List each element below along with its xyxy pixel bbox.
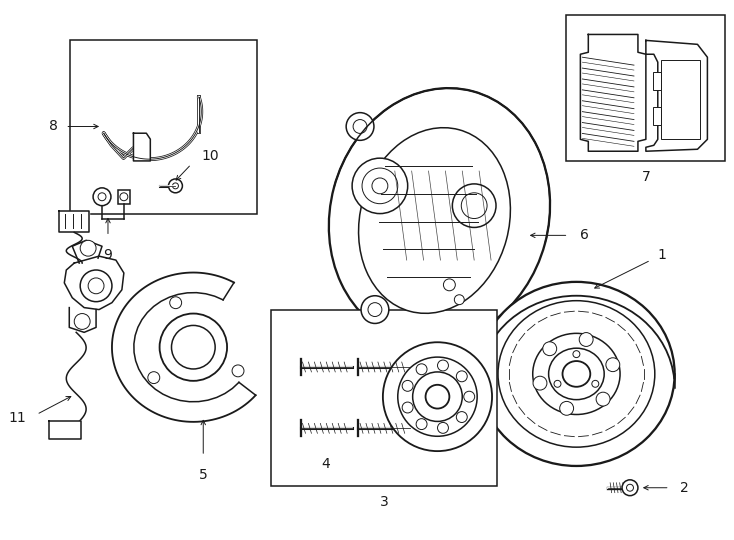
Circle shape <box>554 380 561 387</box>
Circle shape <box>592 380 599 387</box>
Circle shape <box>452 184 496 227</box>
Ellipse shape <box>359 127 510 313</box>
Ellipse shape <box>498 301 655 447</box>
Circle shape <box>416 418 427 429</box>
Ellipse shape <box>533 333 620 415</box>
Circle shape <box>437 360 448 371</box>
Circle shape <box>172 326 215 369</box>
Circle shape <box>464 392 475 402</box>
Text: 11: 11 <box>9 411 26 426</box>
Circle shape <box>533 376 547 390</box>
Circle shape <box>457 371 468 382</box>
Polygon shape <box>646 40 708 151</box>
Text: 7: 7 <box>642 170 650 184</box>
Circle shape <box>352 158 407 214</box>
Ellipse shape <box>548 348 604 400</box>
Circle shape <box>98 193 106 201</box>
Circle shape <box>74 314 90 329</box>
Bar <box>661 60 700 139</box>
Circle shape <box>402 380 413 392</box>
Circle shape <box>93 188 111 206</box>
Circle shape <box>346 113 374 140</box>
Circle shape <box>120 193 128 201</box>
Circle shape <box>353 119 367 133</box>
Circle shape <box>402 402 413 413</box>
Bar <box>118 190 130 204</box>
Circle shape <box>443 279 455 291</box>
Ellipse shape <box>478 282 675 466</box>
Circle shape <box>416 364 427 375</box>
Circle shape <box>596 392 610 406</box>
Circle shape <box>368 302 382 316</box>
Circle shape <box>148 372 160 383</box>
Polygon shape <box>134 133 150 161</box>
Text: 8: 8 <box>49 119 59 133</box>
Bar <box>653 107 661 125</box>
Circle shape <box>461 193 487 219</box>
Bar <box>70 40 257 214</box>
Circle shape <box>80 240 96 256</box>
Circle shape <box>80 270 112 302</box>
Bar <box>653 72 661 90</box>
Polygon shape <box>72 240 102 263</box>
Circle shape <box>159 314 227 381</box>
Polygon shape <box>69 308 96 332</box>
Circle shape <box>383 342 492 451</box>
Text: 3: 3 <box>379 495 388 509</box>
Circle shape <box>372 178 388 194</box>
Circle shape <box>88 278 104 294</box>
Circle shape <box>579 333 593 347</box>
Circle shape <box>398 357 477 436</box>
Circle shape <box>361 296 389 323</box>
Circle shape <box>542 342 556 356</box>
Circle shape <box>457 411 468 422</box>
Circle shape <box>362 168 398 204</box>
Text: 2: 2 <box>680 481 688 495</box>
Circle shape <box>627 484 633 491</box>
Polygon shape <box>65 256 124 309</box>
Circle shape <box>573 350 580 357</box>
Text: 10: 10 <box>201 149 219 163</box>
Polygon shape <box>49 421 81 439</box>
Circle shape <box>413 372 462 421</box>
Circle shape <box>232 365 244 377</box>
Text: 9: 9 <box>103 248 112 262</box>
Text: 5: 5 <box>199 468 208 482</box>
Text: 1: 1 <box>658 248 666 262</box>
Text: 6: 6 <box>581 228 589 242</box>
Bar <box>271 309 497 486</box>
Circle shape <box>170 297 181 309</box>
Bar <box>567 15 725 161</box>
Ellipse shape <box>329 88 550 343</box>
Circle shape <box>426 385 449 409</box>
Circle shape <box>454 295 465 305</box>
Polygon shape <box>59 211 89 232</box>
Circle shape <box>169 179 183 193</box>
Circle shape <box>606 358 619 372</box>
Circle shape <box>560 401 573 415</box>
Circle shape <box>622 480 638 496</box>
Polygon shape <box>581 35 646 151</box>
Circle shape <box>437 422 448 433</box>
Ellipse shape <box>562 361 590 387</box>
Text: 4: 4 <box>321 457 330 471</box>
Circle shape <box>172 183 178 189</box>
